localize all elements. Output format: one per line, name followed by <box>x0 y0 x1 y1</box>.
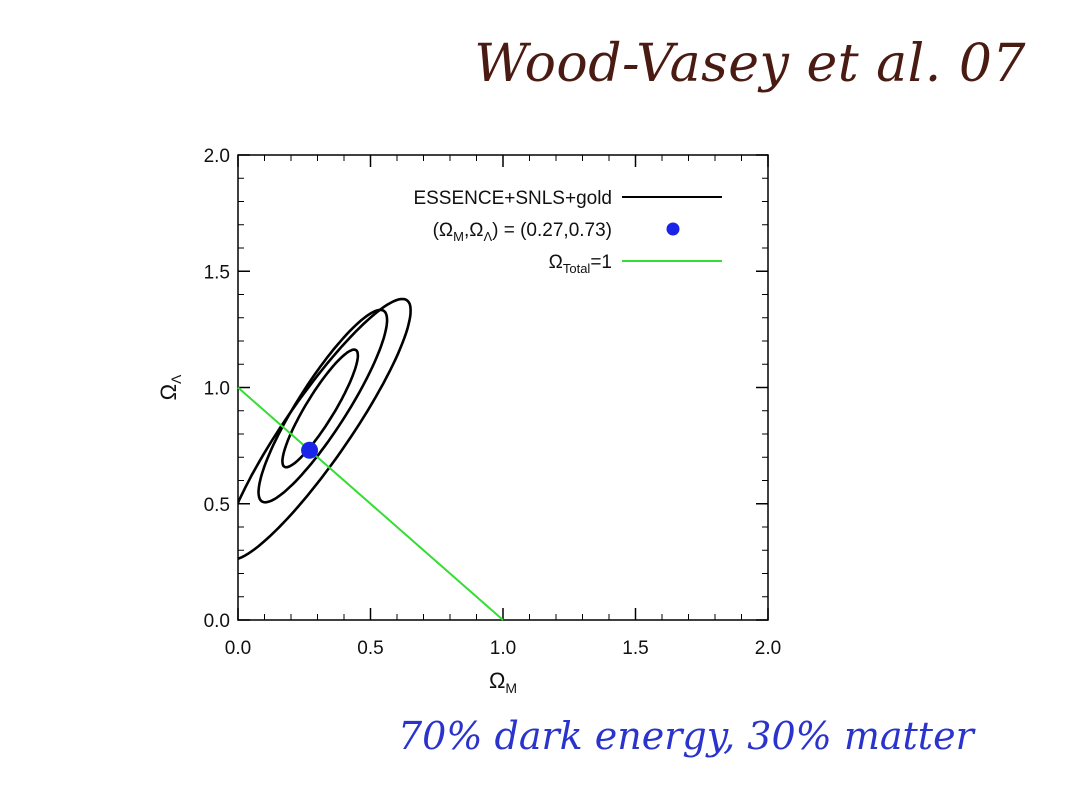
x-tick-label: 0.5 <box>357 638 383 659</box>
y-tick-label: 2.0 <box>204 146 230 167</box>
confidence-contour <box>257 308 389 504</box>
y-tick-label: 0.5 <box>204 495 230 516</box>
legend-label: (ΩM,ΩΛ) = (0.27,0.73) <box>433 220 612 244</box>
confidence-contour <box>238 297 412 561</box>
flat-universe-line <box>237 386 504 621</box>
slide-caption: 70% dark energy, 30% matter <box>398 714 974 758</box>
legend-point-swatch <box>666 222 680 236</box>
x-tick-label: 1.5 <box>622 638 648 659</box>
y-tick-labels: 0.0 0.5 1.0 1.5 2.0 <box>204 146 230 632</box>
x-tick-label: 0.0 <box>225 638 251 659</box>
x-axis-label: ΩM <box>489 668 517 696</box>
legend-label: ΩTotal=1 <box>549 252 612 276</box>
x-tick-label: 1.0 <box>490 638 516 659</box>
confidence-contour <box>281 348 360 469</box>
slide-title: Wood-Vasey et al. 07 <box>474 34 1026 94</box>
y-tick-label: 1.0 <box>204 379 230 400</box>
y-axis-label: ΩΛ <box>156 374 184 400</box>
x-tick-labels: 0.0 0.5 1.0 1.5 2.0 <box>225 638 781 659</box>
legend: ESSENCE+SNLS+gold (ΩM,ΩΛ) = (0.27,0.73) ΩT… <box>413 188 722 276</box>
y-tick-label: 0.0 <box>204 611 230 632</box>
y-tick-label: 1.5 <box>204 262 230 283</box>
x-tick-label: 2.0 <box>755 638 781 659</box>
contours <box>238 297 412 561</box>
lcdm-point <box>301 441 319 459</box>
legend-label: ESSENCE+SNLS+gold <box>413 188 612 209</box>
ticks <box>237 154 769 621</box>
plot-area <box>237 154 769 621</box>
